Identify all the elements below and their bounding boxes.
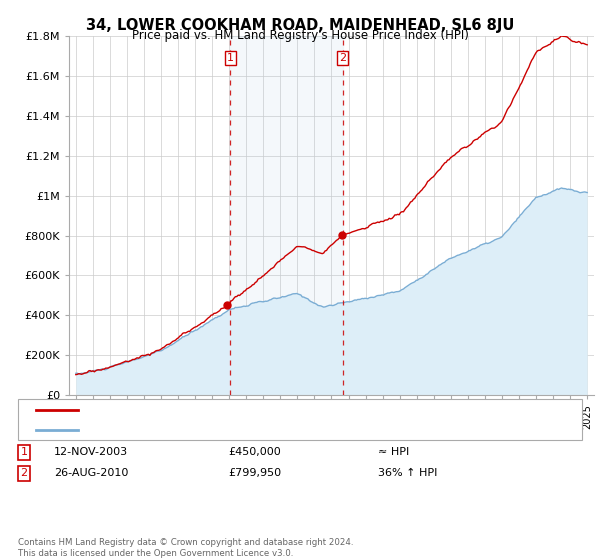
Text: 34, LOWER COOKHAM ROAD, MAIDENHEAD, SL6 8JU: 34, LOWER COOKHAM ROAD, MAIDENHEAD, SL6 … bbox=[86, 18, 514, 33]
Text: Price paid vs. HM Land Registry's House Price Index (HPI): Price paid vs. HM Land Registry's House … bbox=[131, 29, 469, 42]
Text: HPI: Average price, detached house, Windsor and Maidenhead: HPI: Average price, detached house, Wind… bbox=[90, 424, 415, 435]
Text: 34, LOWER COOKHAM ROAD, MAIDENHEAD, SL6 8JU (detached house): 34, LOWER COOKHAM ROAD, MAIDENHEAD, SL6 … bbox=[90, 405, 457, 415]
Text: £799,950: £799,950 bbox=[228, 468, 281, 478]
Text: 2: 2 bbox=[20, 468, 28, 478]
Text: 1: 1 bbox=[227, 53, 233, 63]
Text: 2: 2 bbox=[339, 53, 346, 63]
Bar bbox=[230, 36, 343, 395]
Text: 1: 1 bbox=[20, 447, 28, 458]
Text: 36% ↑ HPI: 36% ↑ HPI bbox=[378, 468, 437, 478]
Text: £450,000: £450,000 bbox=[228, 447, 281, 458]
Text: 12-NOV-2003: 12-NOV-2003 bbox=[54, 447, 128, 458]
Text: Contains HM Land Registry data © Crown copyright and database right 2024.
This d: Contains HM Land Registry data © Crown c… bbox=[18, 538, 353, 558]
Text: 26-AUG-2010: 26-AUG-2010 bbox=[54, 468, 128, 478]
Text: ≈ HPI: ≈ HPI bbox=[378, 447, 409, 458]
